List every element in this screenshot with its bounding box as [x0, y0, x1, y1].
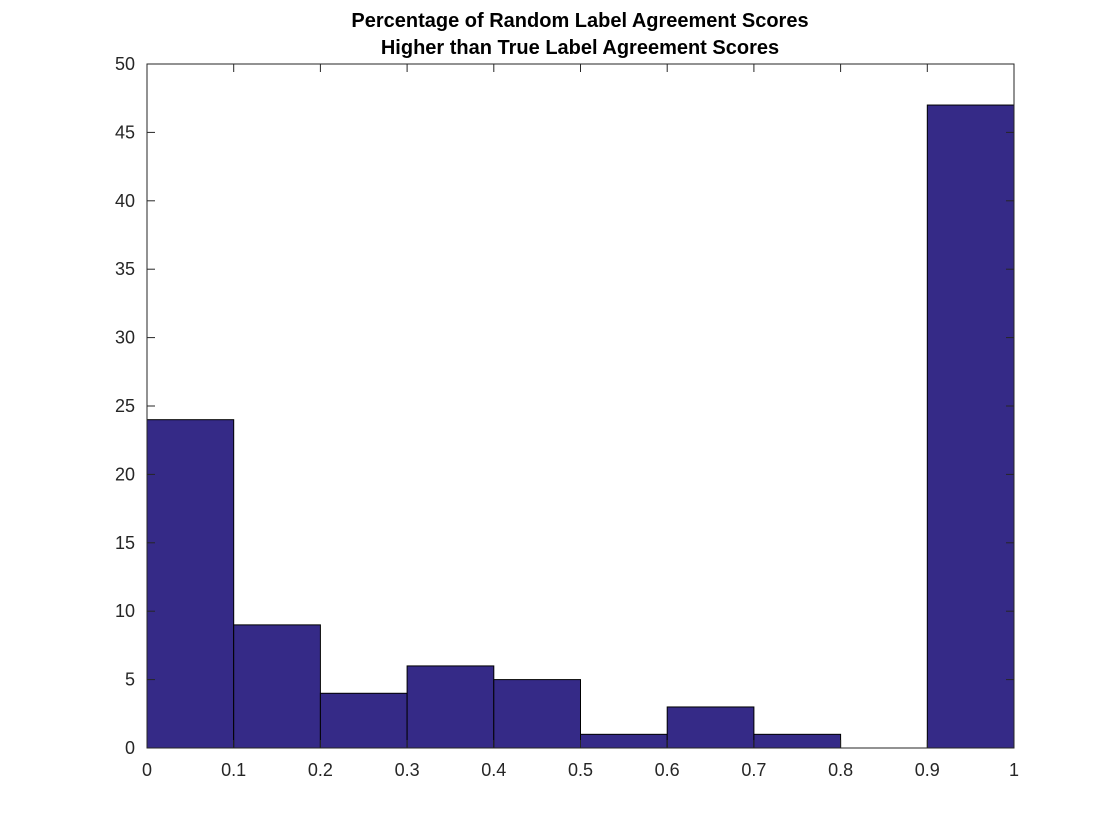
histogram-bar — [406, 665, 495, 749]
y-tick-label: 50 — [115, 54, 135, 74]
bars-group — [146, 104, 1015, 749]
y-tick-label: 35 — [115, 259, 135, 279]
y-tick-label: 0 — [125, 738, 135, 758]
y-tick-label: 25 — [115, 396, 135, 416]
x-tick-labels: 0 0.1 0.2 0.3 0.4 0.5 0.6 0.7 0.8 0.9 1 — [142, 760, 1019, 780]
x-tick-label: 0.3 — [395, 760, 420, 780]
x-tick-label: 0.2 — [308, 760, 333, 780]
x-tick-label: 0.7 — [741, 760, 766, 780]
x-tick-label: 0.8 — [828, 760, 853, 780]
y-tick-label: 45 — [115, 122, 135, 142]
histogram-bar — [146, 419, 235, 749]
ticks-group — [146, 63, 1015, 749]
y-tick-label: 5 — [125, 670, 135, 690]
y-tick-label: 10 — [115, 601, 135, 621]
x-tick-label: 0.4 — [481, 760, 506, 780]
chart-title-line-1: Percentage of Random Label Agreement Sco… — [351, 10, 808, 32]
x-tick-label: 0 — [142, 760, 152, 780]
x-tick-label: 0.1 — [221, 760, 246, 780]
x-tick-label: 0.9 — [915, 760, 940, 780]
histogram-bar — [753, 733, 842, 749]
x-tick-label: 0.5 — [568, 760, 593, 780]
histogram-bar — [233, 624, 321, 749]
y-tick-labels: 0 5 10 15 20 25 30 35 40 45 50 — [115, 54, 135, 758]
y-tick-label: 15 — [115, 533, 135, 553]
x-tick-label: 1 — [1009, 760, 1019, 780]
y-tick-label: 40 — [115, 191, 135, 211]
histogram-bar — [319, 692, 408, 749]
chart-title-line-2: Higher than True Label Agreement Scores — [381, 37, 779, 59]
histogram-bar — [666, 706, 755, 749]
x-tick-label: 0.6 — [655, 760, 680, 780]
y-tick-label: 30 — [115, 328, 135, 348]
histogram-bar — [926, 104, 1015, 749]
y-tick-label: 20 — [115, 464, 135, 484]
histogram-bar — [493, 679, 581, 749]
histogram-bar — [580, 733, 668, 749]
